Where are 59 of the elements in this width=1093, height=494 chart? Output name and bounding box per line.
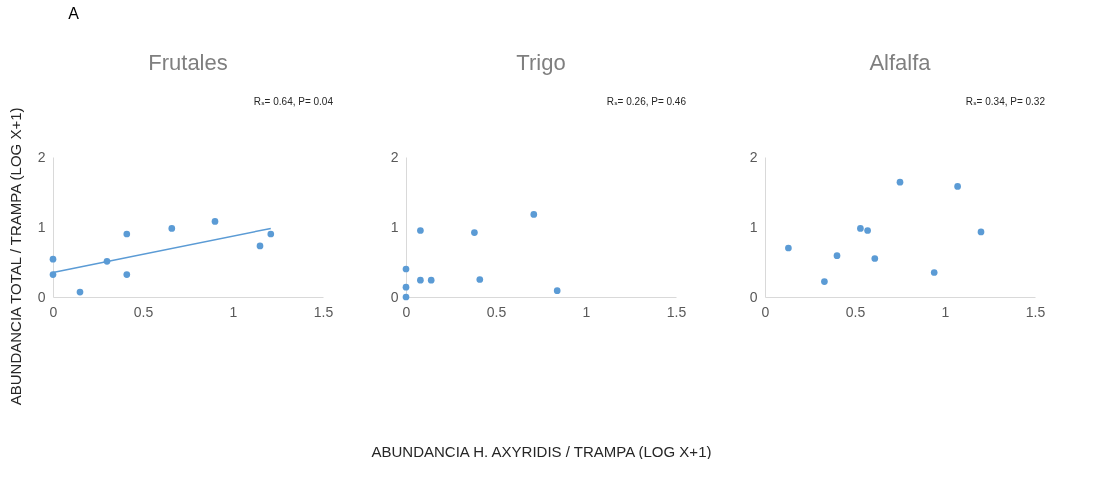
text: Rₛ= 0.26, P= 0.46: [606, 96, 687, 107]
point: [211, 218, 219, 225]
point: [930, 269, 938, 276]
y-tick-label: 2: [390, 148, 399, 165]
point: [471, 229, 478, 236]
point: [417, 276, 424, 284]
point: [954, 183, 961, 190]
point: [977, 228, 985, 236]
x-tick-label: 0.5: [133, 303, 154, 320]
point: [256, 242, 264, 250]
point: [168, 225, 176, 232]
x-tick-label: 0.5: [486, 303, 507, 320]
y-tick-label: 0: [749, 288, 758, 305]
y-tick-label: 0: [37, 288, 46, 305]
point: [871, 255, 879, 262]
x-tick-label: 1.5: [666, 303, 687, 320]
chart-title: Trigo: [516, 50, 566, 75]
y-tick-label: 2: [37, 148, 46, 165]
text: A: [68, 5, 80, 22]
point: [123, 230, 131, 238]
point: [402, 293, 410, 301]
x-tick-label: 1.5: [1025, 303, 1046, 320]
x-tick-label: 1: [582, 303, 591, 320]
text: Rₛ= 0.64, P= 0.04: [253, 96, 334, 107]
point: [267, 230, 275, 238]
text: Rₛ= 0.34, P= 0.32: [965, 96, 1046, 107]
x-tick-label: 1: [941, 303, 950, 320]
x-axis-title: ABUNDANCIA H. AXYRIDIS / TRAMPA (LOG X+1): [371, 442, 712, 460]
x-tick-label: 0: [49, 303, 58, 320]
point: [864, 227, 871, 234]
y-tick-label: 1: [749, 218, 758, 235]
point: [785, 244, 792, 252]
point: [896, 178, 904, 186]
point: [530, 211, 538, 218]
x-tick-label: 1: [229, 303, 238, 320]
point: [49, 271, 57, 278]
x-tick-label: 1.5: [313, 303, 334, 320]
chart-title: Frutales: [148, 50, 228, 75]
point: [49, 255, 57, 263]
point: [553, 287, 561, 295]
point: [833, 252, 841, 260]
point: [402, 283, 410, 291]
point: [821, 278, 828, 285]
x-tick-label: 0.5: [845, 303, 866, 320]
y-tick-label: 2: [749, 148, 758, 165]
x-tick-label: 0: [761, 303, 770, 320]
y-tick-label: 1: [37, 218, 46, 235]
y-axis-title: ABUNDANCIA TOTAL / TRAMPA (LOG X+1): [6, 107, 24, 406]
point: [123, 271, 131, 278]
point: [427, 276, 435, 284]
point: [402, 265, 410, 273]
point: [76, 288, 84, 296]
y-tick-label: 0: [390, 288, 399, 305]
x-tick-label: 0: [402, 303, 411, 320]
y-tick-label: 1: [390, 218, 399, 235]
chart-title: Alfalfa: [869, 50, 932, 75]
point: [476, 276, 484, 283]
point: [417, 227, 424, 234]
point: [857, 225, 864, 232]
